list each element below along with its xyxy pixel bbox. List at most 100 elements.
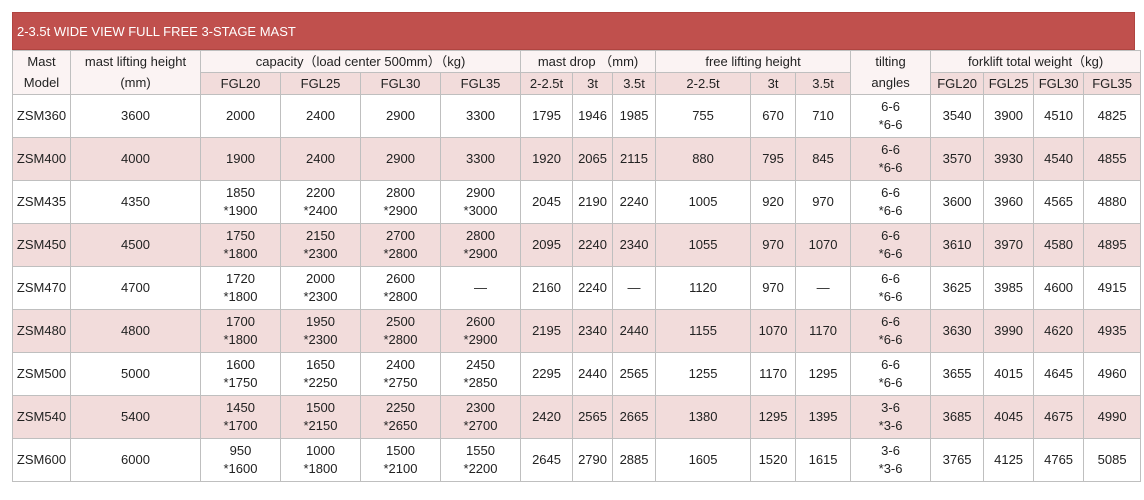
cell-line: *2300 bbox=[303, 289, 338, 304]
data-cell: 4045 bbox=[983, 395, 1035, 439]
cell-line: 1850 bbox=[226, 185, 255, 200]
data-cell: 1170 bbox=[795, 309, 852, 353]
subheader-cell: 3.5t bbox=[795, 72, 852, 95]
data-cell: 6000 bbox=[70, 438, 201, 482]
data-cell: 1795 bbox=[520, 94, 574, 138]
cell-line: *2200 bbox=[463, 461, 498, 476]
data-cell: 2095 bbox=[520, 223, 574, 267]
data-cell: 2065 bbox=[572, 137, 614, 181]
cell-line: 1500 bbox=[386, 443, 415, 458]
header-cell: mast lifting height bbox=[70, 50, 201, 73]
data-cell: 3600 bbox=[70, 94, 201, 138]
cell-line: 6-6 bbox=[881, 271, 900, 286]
cell-line: *2900 bbox=[463, 332, 498, 347]
data-cell: 4600 bbox=[1033, 266, 1085, 310]
data-cell: 4350 bbox=[70, 180, 201, 224]
data-cell: — bbox=[612, 266, 657, 310]
cell-line: *2850 bbox=[463, 375, 498, 390]
data-cell: 3300 bbox=[439, 137, 522, 181]
cell-line: 6-6 bbox=[881, 228, 900, 243]
data-cell: 4565 bbox=[1033, 180, 1085, 224]
data-cell: — bbox=[439, 266, 522, 310]
data-cell: 970 bbox=[750, 266, 797, 310]
subheader-cell: FGL30 bbox=[360, 72, 441, 95]
data-cell: 4765 bbox=[1033, 438, 1085, 482]
cell-line: 2800 bbox=[386, 185, 415, 200]
cell-line: 3-6 bbox=[881, 443, 900, 458]
data-cell: 4125 bbox=[983, 438, 1035, 482]
cell-line: *2750 bbox=[383, 375, 418, 390]
data-cell: 4960 bbox=[1083, 352, 1142, 396]
data-cell: 1650 *2250 bbox=[280, 352, 361, 396]
cell-line: 6-6 bbox=[881, 314, 900, 329]
data-cell: 1985 bbox=[612, 94, 657, 138]
cell-line: 6-6 bbox=[881, 185, 900, 200]
data-cell: 3685 bbox=[930, 395, 985, 439]
cell-line: 6-6 bbox=[881, 357, 900, 372]
data-cell: 2300 *2700 bbox=[439, 395, 522, 439]
data-cell: 4580 bbox=[1033, 223, 1085, 267]
data-cell: 4700 bbox=[70, 266, 201, 310]
cell-line: 2400 bbox=[386, 357, 415, 372]
subheader-cell: Model bbox=[12, 72, 71, 95]
cell-line: 2450 bbox=[466, 357, 495, 372]
data-cell: 845 bbox=[795, 137, 852, 181]
data-row: ZSM400 4000 1900 2400 2900 3300 1920 2065 2115 88… bbox=[12, 137, 1142, 181]
data-cell: 1005 bbox=[655, 180, 752, 224]
data-cell: 3970 bbox=[983, 223, 1035, 267]
cell-line: *6-6 bbox=[878, 375, 903, 390]
data-cell: 3600 bbox=[930, 180, 985, 224]
cell-line: *2300 bbox=[303, 332, 338, 347]
cell-line: 1950 bbox=[306, 314, 335, 329]
cell-line: *2100 bbox=[383, 461, 418, 476]
subheader-cell: FGL20 bbox=[200, 72, 281, 95]
cell-line: *2800 bbox=[383, 332, 418, 347]
data-cell: 710 bbox=[795, 94, 852, 138]
spec-table: Mast mast lifting height capacity（load cen… bbox=[12, 50, 1142, 482]
data-cell: 1600 *1750 bbox=[200, 352, 281, 396]
subheader-cell: FGL25 bbox=[983, 72, 1035, 95]
header-row: Mast mast lifting height capacity（load cen… bbox=[12, 50, 1142, 73]
cell-line: 2200 bbox=[306, 185, 335, 200]
data-cell: 2150 *2300 bbox=[280, 223, 361, 267]
subheader-cell: 3t bbox=[750, 72, 797, 95]
cell-line: 2300 bbox=[466, 400, 495, 415]
cell-line: *2300 bbox=[303, 246, 338, 261]
data-cell: 2045 bbox=[520, 180, 574, 224]
subheader-cell: angles bbox=[850, 72, 932, 95]
data-cell: ZSM480 bbox=[12, 309, 71, 353]
cell-line: 1000 bbox=[306, 443, 335, 458]
data-cell: 1950 *2300 bbox=[280, 309, 361, 353]
subheader-cell: (mm) bbox=[70, 72, 201, 95]
table-title: 2-3.5t WIDE VIEW FULL FREE 3-STAGE MAST bbox=[12, 12, 1135, 50]
data-cell: ZSM435 bbox=[12, 180, 71, 224]
data-cell: 1500 *2150 bbox=[280, 395, 361, 439]
cell-line: *1800 bbox=[303, 461, 338, 476]
cell-line: *2250 bbox=[303, 375, 338, 390]
data-cell: 4510 bbox=[1033, 94, 1085, 138]
data-cell: 2800 *2900 bbox=[360, 180, 441, 224]
data-cell: 1615 bbox=[795, 438, 852, 482]
data-cell: 2340 bbox=[612, 223, 657, 267]
subheader-cell: 3t bbox=[572, 72, 614, 95]
header-cell: forklift total weight（kg) bbox=[930, 50, 1142, 73]
cell-line: *2800 bbox=[383, 246, 418, 261]
data-cell: 6-6 *6-6 bbox=[850, 180, 932, 224]
data-row: ZSM480 4800 1700 *1800 1950 *2300 2500 *2800 260… bbox=[12, 309, 1142, 353]
cell-line: *2650 bbox=[383, 418, 418, 433]
subheader-cell: FGL35 bbox=[439, 72, 522, 95]
header-cell: tilting bbox=[850, 50, 932, 73]
data-cell: 3985 bbox=[983, 266, 1035, 310]
data-cell: 2500 *2800 bbox=[360, 309, 441, 353]
cell-line: 1650 bbox=[306, 357, 335, 372]
data-cell: 2115 bbox=[612, 137, 657, 181]
data-cell: 2200 *2400 bbox=[280, 180, 361, 224]
cell-line: 2600 bbox=[466, 314, 495, 329]
data-cell: 2600 *2900 bbox=[439, 309, 522, 353]
data-cell: 2665 bbox=[612, 395, 657, 439]
data-cell: 4500 bbox=[70, 223, 201, 267]
cell-line: *6-6 bbox=[878, 117, 903, 132]
cell-line: *6-6 bbox=[878, 289, 903, 304]
cell-line: *3-6 bbox=[878, 418, 903, 433]
data-cell: 6-6 *6-6 bbox=[850, 94, 932, 138]
